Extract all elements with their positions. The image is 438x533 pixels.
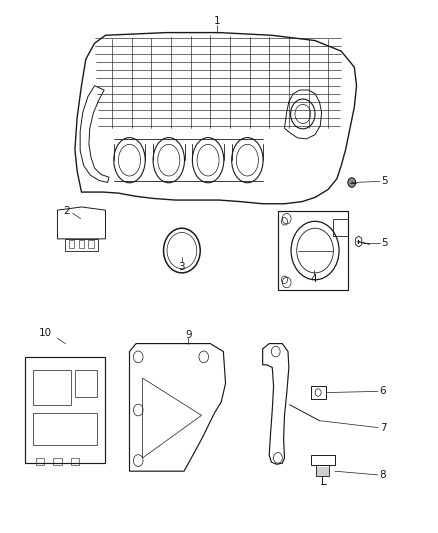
Text: 10: 10 (39, 328, 52, 338)
Text: 5: 5 (381, 238, 388, 247)
Text: 8: 8 (380, 470, 386, 480)
Text: 7: 7 (380, 423, 386, 433)
Text: 2: 2 (64, 206, 71, 216)
Text: 6: 6 (380, 386, 386, 397)
Text: 5: 5 (381, 176, 388, 187)
Text: 4: 4 (311, 274, 318, 284)
Text: 3: 3 (179, 262, 185, 271)
Text: 9: 9 (185, 329, 192, 340)
Text: 1: 1 (213, 16, 220, 26)
Circle shape (348, 177, 356, 187)
